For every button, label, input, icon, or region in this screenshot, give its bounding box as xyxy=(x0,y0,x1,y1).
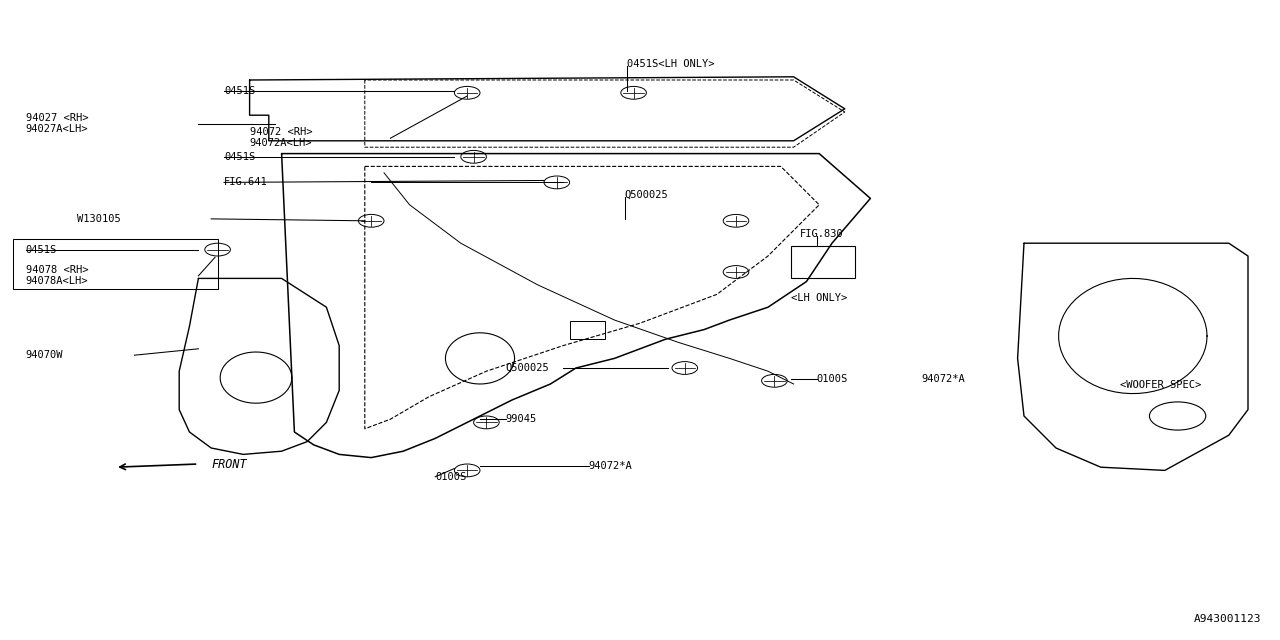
Text: 94078A<LH>: 94078A<LH> xyxy=(26,276,88,286)
Text: 94070W: 94070W xyxy=(26,350,63,360)
Text: FIG.641: FIG.641 xyxy=(224,177,268,188)
Text: FIG.830: FIG.830 xyxy=(800,228,844,239)
Text: A943001123: A943001123 xyxy=(1193,614,1261,624)
Text: 94027A<LH>: 94027A<LH> xyxy=(26,124,88,134)
Text: 94072*A: 94072*A xyxy=(589,461,632,471)
Text: 0100S: 0100S xyxy=(435,472,466,482)
Text: FRONT: FRONT xyxy=(211,458,247,470)
Text: 94072*A: 94072*A xyxy=(922,374,965,384)
Text: 94027 <RH>: 94027 <RH> xyxy=(26,113,88,124)
Text: Q500025: Q500025 xyxy=(625,190,668,200)
Bar xyxy=(791,246,855,278)
Text: 0451S: 0451S xyxy=(26,244,56,255)
Text: 99045: 99045 xyxy=(506,414,536,424)
Text: 0451S: 0451S xyxy=(224,152,255,162)
Text: Q500025: Q500025 xyxy=(506,363,549,373)
Text: 94072 <RH>: 94072 <RH> xyxy=(250,127,312,138)
Text: 94072A<LH>: 94072A<LH> xyxy=(250,138,312,148)
Text: 0451S<LH ONLY>: 0451S<LH ONLY> xyxy=(627,59,714,69)
Text: 94078 <RH>: 94078 <RH> xyxy=(26,265,88,275)
Bar xyxy=(570,321,605,339)
Text: 0100S: 0100S xyxy=(817,374,847,384)
Text: W130105: W130105 xyxy=(77,214,120,224)
Bar xyxy=(13,239,218,289)
Text: <WOOFER SPEC>: <WOOFER SPEC> xyxy=(1120,380,1201,390)
Text: <LH ONLY>: <LH ONLY> xyxy=(791,292,847,303)
Text: 0451S: 0451S xyxy=(224,86,255,96)
